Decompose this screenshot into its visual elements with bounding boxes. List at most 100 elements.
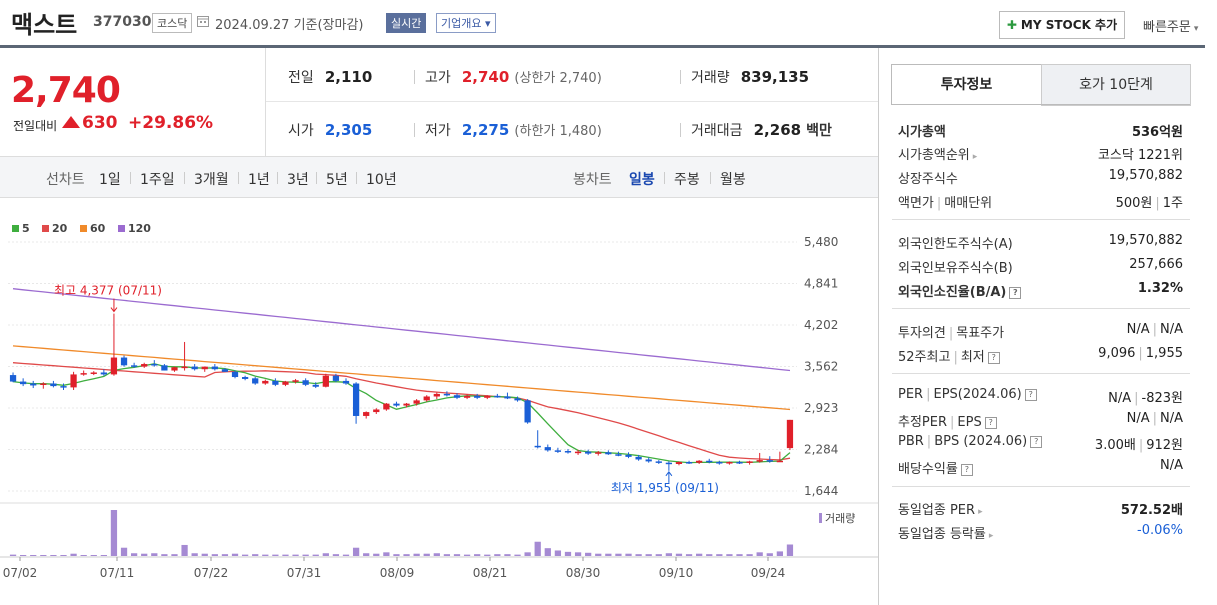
realtime-button[interactable]: 실시간	[386, 13, 427, 33]
period-1y[interactable]: 1년	[248, 172, 270, 188]
my-stock-label: MY STOCK 추가	[1020, 18, 1118, 32]
volume-bar	[514, 554, 521, 556]
stat-high-value: 2,740	[461, 68, 510, 86]
52w-label: 52주최고 | 최저?	[898, 346, 1000, 365]
volume-bar	[786, 544, 794, 556]
tab-ask-10[interactable]: 호가 10단계	[1041, 64, 1191, 106]
volume-bar	[746, 554, 753, 556]
period-5y[interactable]: 5년	[326, 172, 348, 188]
candle-body	[685, 462, 693, 464]
volume-bar	[141, 553, 148, 556]
period-3m[interactable]: 3개월	[194, 172, 229, 188]
stat-upper-limit: (상한가 2,740)	[514, 71, 602, 86]
legend-label: 120	[128, 222, 151, 235]
help-icon[interactable]: ?	[984, 417, 997, 429]
pbr-value: 3.00배 | 912원	[1094, 438, 1183, 453]
help-icon[interactable]: ?	[960, 464, 973, 476]
info-row-cap-rank[interactable]: 시가총액순위 ▸ 코스닥 1221위	[898, 144, 1183, 166]
y-tick-label: 4,841	[804, 277, 838, 291]
candle-chart-label: 봉차트	[573, 172, 612, 188]
stat-amount-value: 2,268	[753, 121, 802, 139]
help-icon[interactable]: ?	[1030, 436, 1043, 448]
my-stock-add-button[interactable]: ✚ MY STOCK 추가	[999, 11, 1125, 39]
period-monthly[interactable]: 월봉	[720, 172, 746, 188]
candle-body	[595, 452, 602, 454]
stats-divider	[266, 101, 878, 102]
candle-body	[696, 460, 703, 463]
volume-bar	[716, 554, 723, 556]
volume-bar	[120, 547, 128, 556]
period-3y[interactable]: 3년	[287, 172, 309, 188]
info-row-sector-change[interactable]: 동일업종 등락률 ▸ -0.06%	[898, 523, 1183, 545]
period-10y[interactable]: 10년	[366, 172, 397, 188]
volume-bar	[524, 552, 531, 556]
candle-body	[585, 451, 592, 454]
volume-bar	[9, 554, 17, 556]
pbr-label: PBR | BPS (2024.06)?	[898, 434, 1043, 449]
candle-body	[655, 461, 662, 463]
x-tick-label: 08/21	[473, 566, 508, 580]
period-daily[interactable]: 일봉	[629, 172, 655, 188]
candle-body	[70, 374, 77, 388]
legend-label: 60	[90, 222, 106, 235]
volume-bar	[130, 553, 138, 556]
volume-bar	[342, 554, 350, 556]
candle-body	[191, 366, 198, 370]
volume-bar	[665, 553, 673, 556]
foreign-hold-value: 257,666	[1129, 257, 1183, 272]
x-tick-label: 09/10	[659, 566, 694, 580]
header-divider	[0, 45, 1205, 48]
low-arrow	[665, 470, 673, 483]
volume-bar	[504, 554, 511, 556]
period-1w[interactable]: 1주일	[140, 172, 175, 188]
high-annotation: 최고 4,377 (07/11)	[54, 284, 162, 298]
foreign-limit-value: 19,570,882	[1108, 233, 1183, 248]
stat-prev-label: 전일	[288, 70, 314, 86]
candle-body	[504, 396, 511, 399]
candle-body	[554, 450, 562, 452]
chevron-down-icon: ▾	[1193, 24, 1199, 34]
candle-body	[766, 460, 773, 462]
volume-bar	[181, 544, 188, 556]
chevron-right-icon: ▸	[978, 507, 983, 517]
volume-bar	[282, 554, 289, 556]
company-info-dropdown[interactable]: 기업개요 ▾	[436, 13, 496, 33]
volume-bar	[766, 553, 773, 556]
x-tick-label: 07/11	[100, 566, 135, 580]
info-row-sector-per[interactable]: 동일업종 PER ▸ 572.52배	[898, 499, 1183, 521]
foreign-hold-label: 외국인보유주식수(B)	[898, 261, 1013, 276]
per-value: N/A | -823원	[1108, 391, 1183, 406]
candle-body	[423, 396, 430, 401]
price-chart[interactable]: 5,480 4,841 4,202 3,562 2,923 2,284 1,644 최고 4,…	[0, 200, 878, 605]
volume-bar	[403, 554, 410, 556]
dividend-label: 배당수익률?	[898, 458, 973, 477]
candle-body	[231, 371, 239, 378]
help-icon[interactable]: ?	[987, 352, 1000, 364]
quick-order-dropdown[interactable]: 빠른주문 ▾	[1143, 16, 1198, 35]
help-icon[interactable]: ?	[1009, 287, 1022, 299]
market-badge: 코스닥	[152, 13, 193, 33]
period-weekly[interactable]: 주봉	[674, 172, 700, 188]
volume-bar	[474, 554, 481, 556]
per-label: PER | EPS(2024.06)?	[898, 387, 1037, 402]
tab-invest-info[interactable]: 투자정보	[891, 64, 1042, 105]
candle-body	[514, 398, 521, 401]
candle-body	[433, 393, 440, 397]
info-row-52w: 52주최고 | 최저? 9,096 | 1,955	[898, 346, 1183, 368]
y-tick-label: 2,284	[804, 443, 838, 457]
x-tick-label: 07/02	[3, 566, 38, 580]
chevron-right-icon: ▸	[972, 152, 978, 162]
up-arrow-icon	[62, 116, 80, 128]
candle-body	[746, 461, 753, 463]
price-divider	[265, 48, 266, 156]
candle-body	[282, 381, 289, 385]
stat-amount-unit: 백만	[806, 123, 832, 139]
help-icon[interactable]: ?	[1024, 389, 1037, 401]
period-1d[interactable]: 1일	[99, 172, 121, 188]
calendar-icon	[197, 16, 209, 27]
candle-body	[272, 380, 279, 385]
pb-separator	[184, 172, 185, 184]
header: 맥스트 377030 코스닥 2024.09.27 기준(장마감) 실시간 기업…	[0, 0, 1217, 46]
candle-body	[80, 373, 87, 375]
shares-value: 19,570,882	[1108, 168, 1183, 183]
